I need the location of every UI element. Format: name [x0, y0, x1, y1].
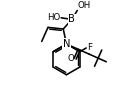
Text: HO: HO: [47, 13, 61, 22]
Text: OH: OH: [78, 1, 91, 10]
Text: B: B: [68, 14, 75, 24]
Text: O: O: [68, 54, 74, 63]
Text: N: N: [63, 39, 70, 49]
Text: F: F: [87, 43, 92, 53]
